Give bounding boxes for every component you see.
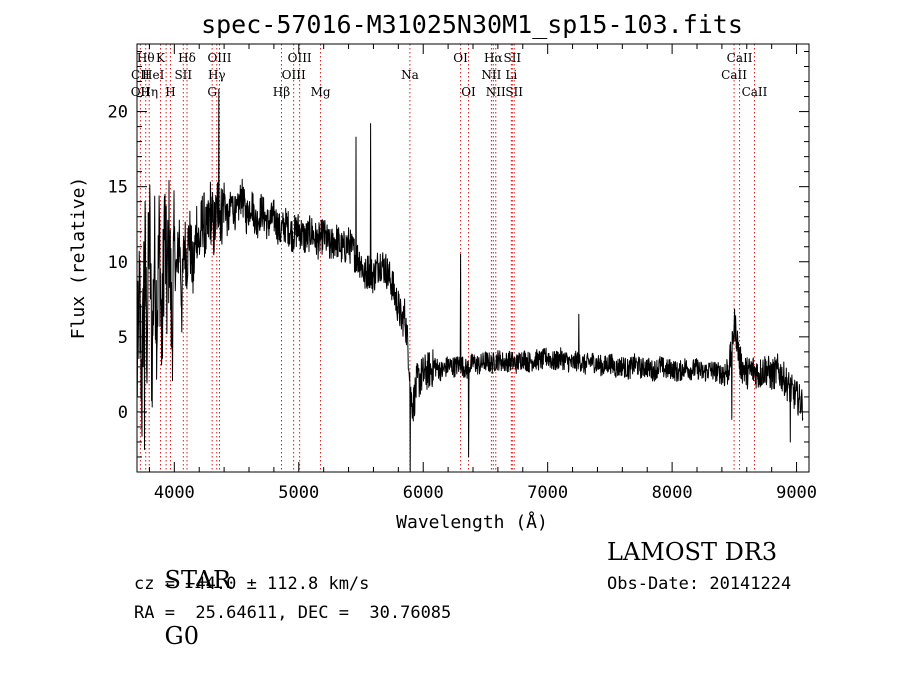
marker-label-24: OI [461, 85, 476, 99]
marker-label-21: G [207, 85, 217, 99]
y-tick-label-2: 10 [108, 253, 128, 273]
x-tick-label-1: 5000 [278, 483, 319, 503]
plot-frame [136, 43, 810, 473]
marker-label-4: OIII [288, 51, 312, 65]
marker-label-10: HeI [142, 68, 165, 82]
x-axis-label: Wavelength (Å) [396, 511, 548, 533]
marker-label-0: Hθ [137, 51, 155, 65]
marker-label-22: Hβ [273, 85, 290, 99]
coordinates: RA = 25.64611, DEC = 30.76085 [134, 603, 452, 623]
y-tick-label-3: 15 [108, 178, 128, 198]
redshift-velocity: cz = −44.0 ± 112.8 km/s [134, 574, 370, 594]
x-tick-label-3: 7000 [527, 483, 568, 503]
marker-label-27: CaII [742, 85, 768, 99]
marker-label-20: H [165, 85, 175, 99]
class-label: STAR [164, 566, 232, 594]
marker-label-14: Na [401, 68, 419, 82]
marker-label-13: OIII [282, 68, 306, 82]
spectrum-chart: spec-57016-M31025N30M1_sp15-103.fits Hθ K… [68, 10, 817, 533]
x-tick-label-5: 9000 [776, 483, 817, 503]
marker-label-19: Hη [140, 85, 158, 99]
marker-label-11: SII [174, 68, 192, 82]
y-axis-ticks: 0 5 10 15 20 [108, 51, 809, 473]
x-tick-label-0: 4000 [154, 483, 195, 503]
marker-label-25: NII [486, 85, 506, 99]
marker-label-3: OIII [207, 51, 231, 65]
x-tick-label-4: 8000 [652, 483, 693, 503]
marker-label-15: NII [481, 68, 501, 82]
spectrum-line [136, 88, 804, 473]
marker-label-16: Li [505, 68, 517, 82]
object-class: STAR G0 [134, 538, 232, 678]
spectrum-trace [136, 88, 804, 473]
subclass-label: G0 [164, 622, 199, 650]
chart-title: spec-57016-M31025N30M1_sp15-103.fits [201, 10, 743, 39]
line-markers [139, 44, 755, 472]
marker-label-9: CII [131, 68, 150, 82]
marker-label-8: CaII [727, 51, 753, 65]
marker-label-18: OII [131, 85, 151, 99]
marker-label-23: Mg [311, 85, 331, 99]
x-tick-label-2: 6000 [403, 483, 444, 503]
marker-label-12: Hγ [208, 68, 226, 82]
x-axis-ticks: 4000 5000 6000 7000 8000 9000 [148, 44, 817, 503]
spectrum-figure: spec-57016-M31025N30M1_sp15-103.fits Hθ K… [68, 10, 817, 650]
marker-label-5: OI [453, 51, 468, 65]
y-axis-label: Flux (relative) [68, 177, 89, 340]
marker-label-6: Hα [484, 51, 503, 65]
observation-date: Obs-Date: 20141224 [607, 574, 792, 594]
marker-label-2: Hδ [178, 51, 196, 65]
y-tick-label-1: 5 [118, 328, 128, 348]
marker-label-7: SII [503, 51, 521, 65]
marker-label-17: CaII [721, 68, 747, 82]
marker-label-26: SII [505, 85, 523, 99]
y-tick-label-0: 0 [118, 403, 128, 423]
survey-label: LAMOST DR3 [607, 538, 778, 566]
y-tick-label-4: 20 [108, 103, 128, 123]
marker-label-1: K [156, 51, 166, 65]
